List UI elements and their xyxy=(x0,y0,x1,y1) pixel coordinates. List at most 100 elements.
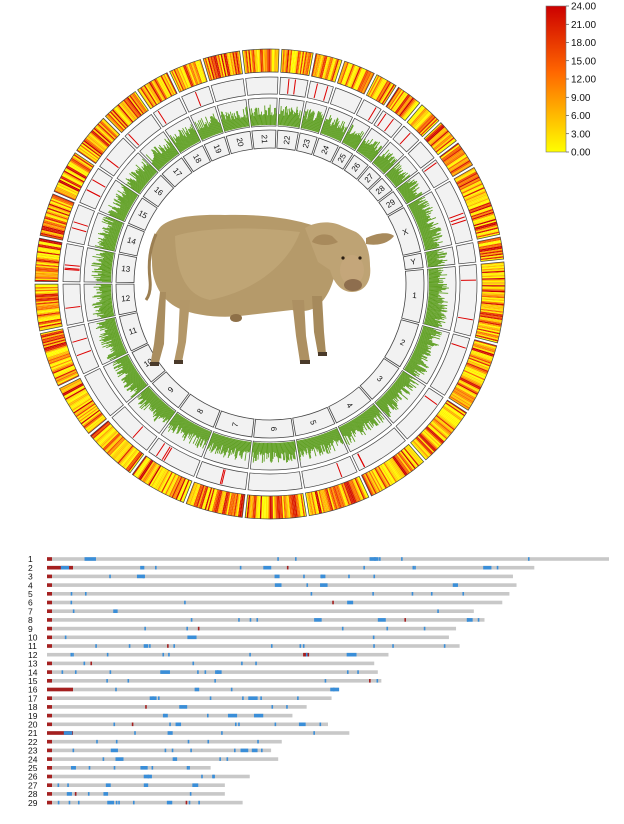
marker-segment xyxy=(67,204,95,246)
chromosome-bar xyxy=(47,679,382,683)
chromosome-segment xyxy=(115,253,138,283)
bar-row-label: 1 xyxy=(28,554,33,564)
heatmap-segment xyxy=(34,237,63,282)
chromosome-segment xyxy=(251,129,277,150)
heatmap-segment xyxy=(202,50,243,82)
chromosome-segment xyxy=(402,252,424,271)
chromosome-segment xyxy=(115,283,138,316)
chromosome-segment xyxy=(357,165,382,191)
chromosome-label: X xyxy=(401,227,410,238)
heatmap-segment xyxy=(406,104,440,138)
bar-row-label: 15 xyxy=(28,676,38,686)
chromosome-segment xyxy=(131,343,166,383)
legend-tick-label: 18.00 xyxy=(571,38,596,49)
chromosome-bar xyxy=(47,565,535,570)
marker-segment xyxy=(453,264,478,337)
marker-segment xyxy=(351,427,406,472)
marker-segment xyxy=(421,159,449,189)
chromosome-label: 3 xyxy=(375,374,385,384)
ring-outlines xyxy=(34,48,506,520)
heatmap-segment xyxy=(477,236,505,262)
bar-row-label: 7 xyxy=(28,606,33,616)
chromosome-label: 6 xyxy=(269,427,278,432)
bar-row-label: 8 xyxy=(28,615,33,625)
chromosome-label: 14 xyxy=(126,235,138,246)
chromosome-bar xyxy=(47,800,243,805)
chromosome-segment xyxy=(387,207,421,256)
heatmap-segment xyxy=(361,443,425,497)
legend-tick-label: 0.00 xyxy=(571,148,591,159)
bar-row-label: 4 xyxy=(28,580,33,590)
chromosome-segment xyxy=(214,410,255,438)
marker-segment xyxy=(84,368,124,417)
chromosome-bar xyxy=(47,557,609,561)
chromosome-segment xyxy=(119,312,148,352)
chromosome-label: 24 xyxy=(319,144,331,156)
chromosome-bar xyxy=(47,705,307,709)
chromosome-segment xyxy=(253,417,295,439)
chromosome-bar xyxy=(47,652,389,657)
marker-segment xyxy=(306,80,334,104)
heatmap-segment xyxy=(453,166,501,240)
marker-segment xyxy=(392,125,420,153)
chromosome-label: 22 xyxy=(282,135,292,145)
chromosome-segment xyxy=(328,386,372,424)
heatmap-segment xyxy=(39,328,80,387)
marker-segment xyxy=(434,180,473,245)
bar-row-label: 11 xyxy=(28,641,37,651)
chromosome-label: 2 xyxy=(399,338,407,348)
marker-segment xyxy=(455,242,477,265)
chromosome-segment xyxy=(203,136,231,162)
bar-row-label: 21 xyxy=(28,728,38,738)
chromosome-label: 11 xyxy=(127,325,138,336)
heatmap-segment xyxy=(131,455,193,503)
heatmap-segment xyxy=(34,283,63,332)
bar-row-label: 2 xyxy=(28,563,33,573)
legend-tick-label: 24.00 xyxy=(571,2,596,13)
chromosome-bar xyxy=(47,583,517,587)
bar-row-label: 26 xyxy=(28,772,38,782)
chromosome-bar xyxy=(47,696,332,700)
chromosome-segment xyxy=(179,393,221,428)
bar-row-label: 19 xyxy=(28,711,38,721)
bar-row-label: 27 xyxy=(28,780,38,790)
chromosome-label: 19 xyxy=(212,143,224,155)
chromosome-segment xyxy=(368,177,393,202)
bar-row-label: 3 xyxy=(28,572,33,582)
chromosome-segment xyxy=(225,130,253,155)
chromosome-label: 7 xyxy=(230,421,240,428)
chromosome-label: 12 xyxy=(121,294,131,304)
heatmap-segment xyxy=(59,377,107,435)
heatmap-segment xyxy=(90,420,145,474)
chromosome-bar xyxy=(47,618,485,622)
marker-segment xyxy=(279,76,309,98)
chromosome-bar xyxy=(47,661,375,666)
bar-row-label: 17 xyxy=(28,693,38,703)
chromosome-label: 5 xyxy=(308,419,318,426)
bar-row-label: 5 xyxy=(28,589,33,599)
chromosome-segment xyxy=(359,357,400,400)
heatmap-ring xyxy=(35,49,505,519)
legend-tick-label: 12.00 xyxy=(571,75,596,86)
marker-segment xyxy=(329,87,363,115)
bar-row-label: 29 xyxy=(28,798,38,808)
marker-segment xyxy=(62,283,85,326)
chromosome-segment xyxy=(276,129,299,151)
heatmap-segment xyxy=(365,74,397,106)
heatmap-segment xyxy=(336,60,375,95)
chromosome-bar xyxy=(47,766,211,770)
chromosome-segment xyxy=(384,319,420,368)
heatmap-segment xyxy=(53,152,95,201)
color-scale-legend: 24.00 21.00 18.00 15.00 12.00 9.00 6.00 3.00 0.0… xyxy=(545,2,596,159)
heatmap-segment xyxy=(169,59,208,93)
chromosome-bar xyxy=(47,713,293,718)
bar-row-label: 24 xyxy=(28,754,38,764)
marker-segment xyxy=(99,137,136,177)
heatmap-segment xyxy=(244,493,307,520)
marker-segment xyxy=(79,167,113,210)
chromosome-segment xyxy=(151,371,190,409)
heatmap-segment xyxy=(474,261,506,344)
bar-row-label: 9 xyxy=(28,624,33,634)
marker-segment xyxy=(67,323,100,375)
